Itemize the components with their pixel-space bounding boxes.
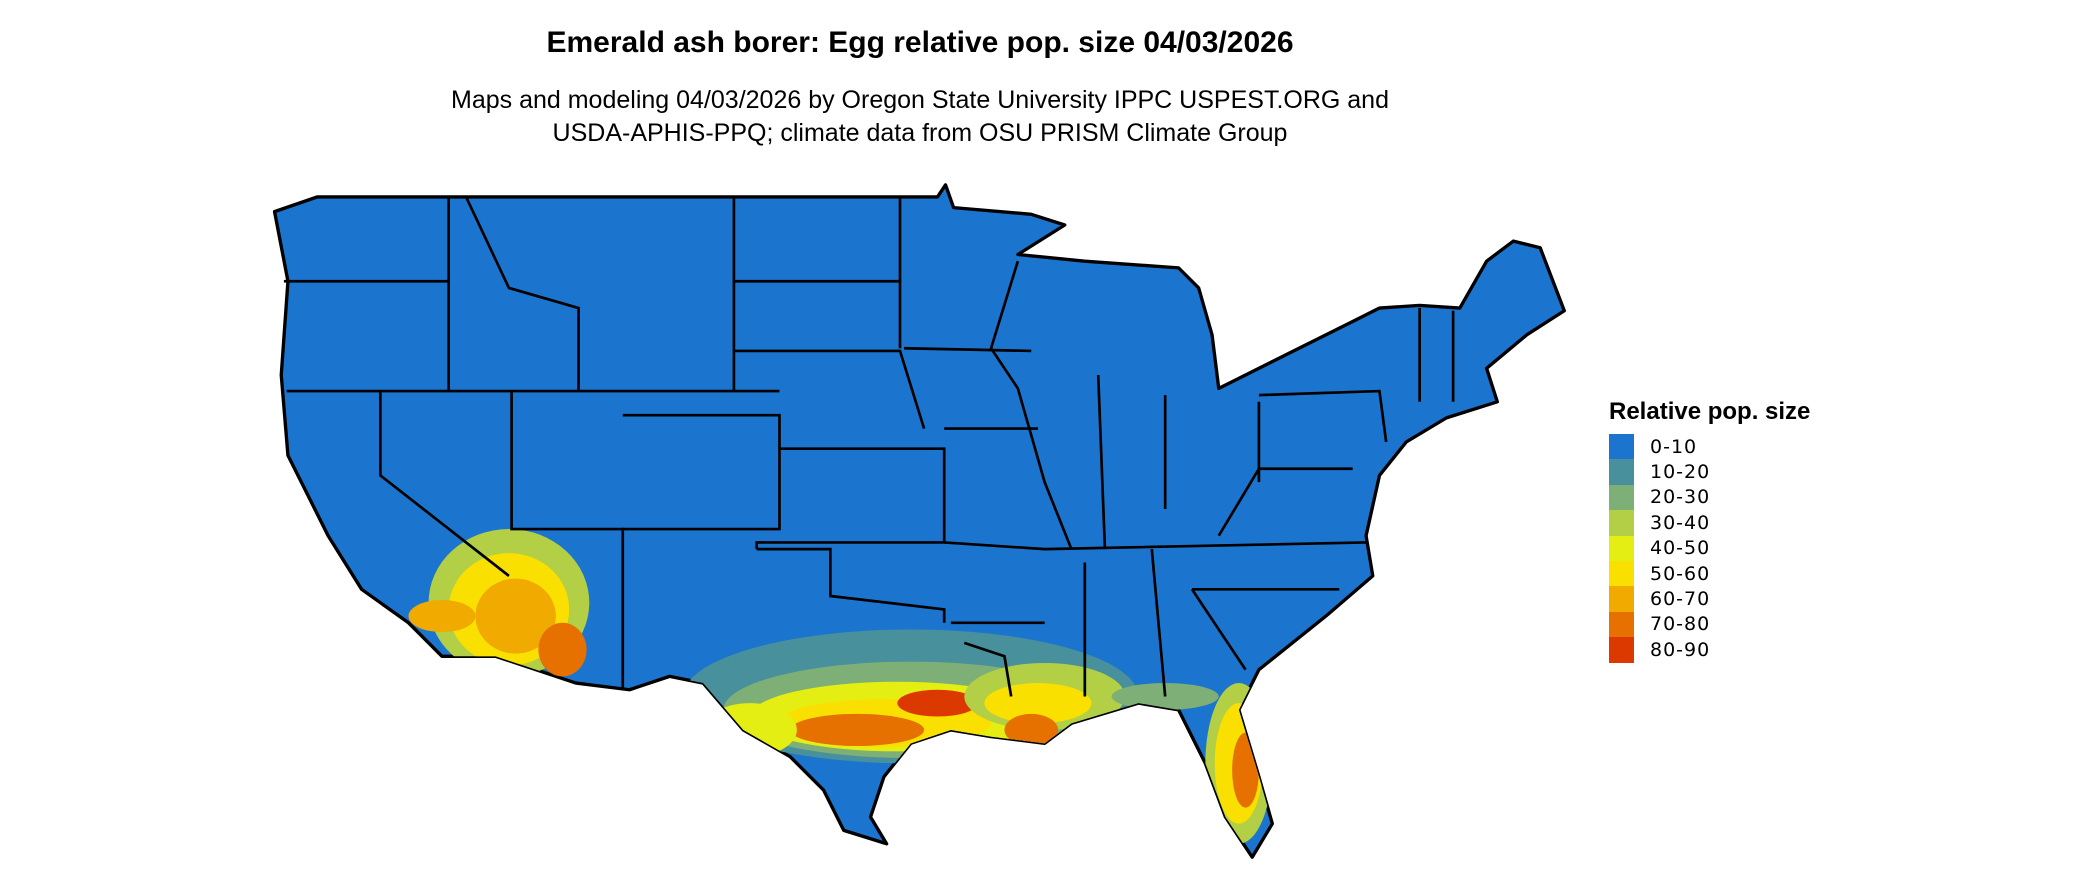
legend-swatch: [1609, 459, 1634, 485]
heat-zone: [790, 713, 925, 746]
state-border: [1190, 588, 1247, 671]
state-border: [1150, 549, 1167, 697]
state-border: [622, 413, 781, 531]
legend-item: 70-80: [1609, 611, 1810, 638]
state-border: [903, 346, 1032, 353]
heat-zone: [475, 578, 556, 654]
heat-zone: [703, 703, 797, 757]
legend-swatch: [1609, 637, 1634, 663]
subtitle-line-1: Maps and modeling 04/03/2026 by Oregon S…: [451, 86, 1389, 114]
legend-swatch: [1609, 586, 1634, 612]
state-border: [1096, 374, 1107, 550]
state-border: [944, 541, 1367, 551]
map-title: Emerald ash borer: Egg relative pop. siz…: [546, 26, 1294, 59]
legend-item: 30-40: [1609, 510, 1810, 536]
state-border: [756, 547, 946, 623]
state-border: [733, 349, 926, 429]
legend-swatch: [1609, 611, 1634, 638]
legend-item: 0-10: [1609, 434, 1810, 460]
legend-item: 20-30: [1609, 484, 1810, 511]
heat-zone: [1004, 713, 1059, 746]
us-outline: [272, 183, 1566, 859]
legend-item: 60-70: [1609, 586, 1810, 612]
legend-title: Relative pop. size: [1609, 398, 1811, 425]
legend-label: 60-70: [1650, 588, 1711, 611]
legend-swatch: [1609, 560, 1634, 587]
heat-zone: [538, 622, 587, 677]
heat-zone: [408, 600, 476, 633]
state-border: [1258, 389, 1388, 443]
state-border: [510, 391, 625, 690]
legend-label: 50-60: [1650, 562, 1711, 585]
legend-label: 80-90: [1650, 638, 1711, 661]
subtitle-line-2: USDA-APHIS-PPQ; climate data from OSU PR…: [552, 119, 1288, 147]
state-border: [464, 196, 580, 392]
legend-label: 0-10: [1650, 435, 1698, 458]
legend-swatch: [1609, 535, 1634, 561]
heat-zone: [1232, 732, 1259, 808]
state-border: [379, 391, 510, 577]
legend-swatch: [1609, 484, 1634, 511]
state-border: [963, 641, 1013, 697]
legend-item: 40-50: [1609, 535, 1810, 561]
state-borders: [283, 196, 1455, 697]
legend-swatch: [1609, 434, 1634, 460]
legend-item: 10-20: [1609, 459, 1810, 485]
heat-zone: [897, 689, 978, 717]
legend-label: 30-40: [1650, 511, 1711, 534]
legend-item: 80-90: [1609, 637, 1810, 663]
map-subtitle: Maps and modeling 04/03/2026 by Oregon S…: [0, 84, 1840, 150]
state-border: [1217, 467, 1353, 537]
state-border: [989, 260, 1073, 550]
legend: Relative pop. size 0-10 10-20 20-30 30-40 40…: [1609, 398, 1810, 663]
legend-label: 40-50: [1650, 537, 1711, 560]
legend-item: 50-60: [1609, 560, 1810, 587]
legend-label: 20-30: [1650, 486, 1711, 509]
legend-label: 10-20: [1650, 461, 1711, 484]
legend-swatch: [1609, 510, 1634, 536]
legend-label: 70-80: [1650, 613, 1711, 636]
